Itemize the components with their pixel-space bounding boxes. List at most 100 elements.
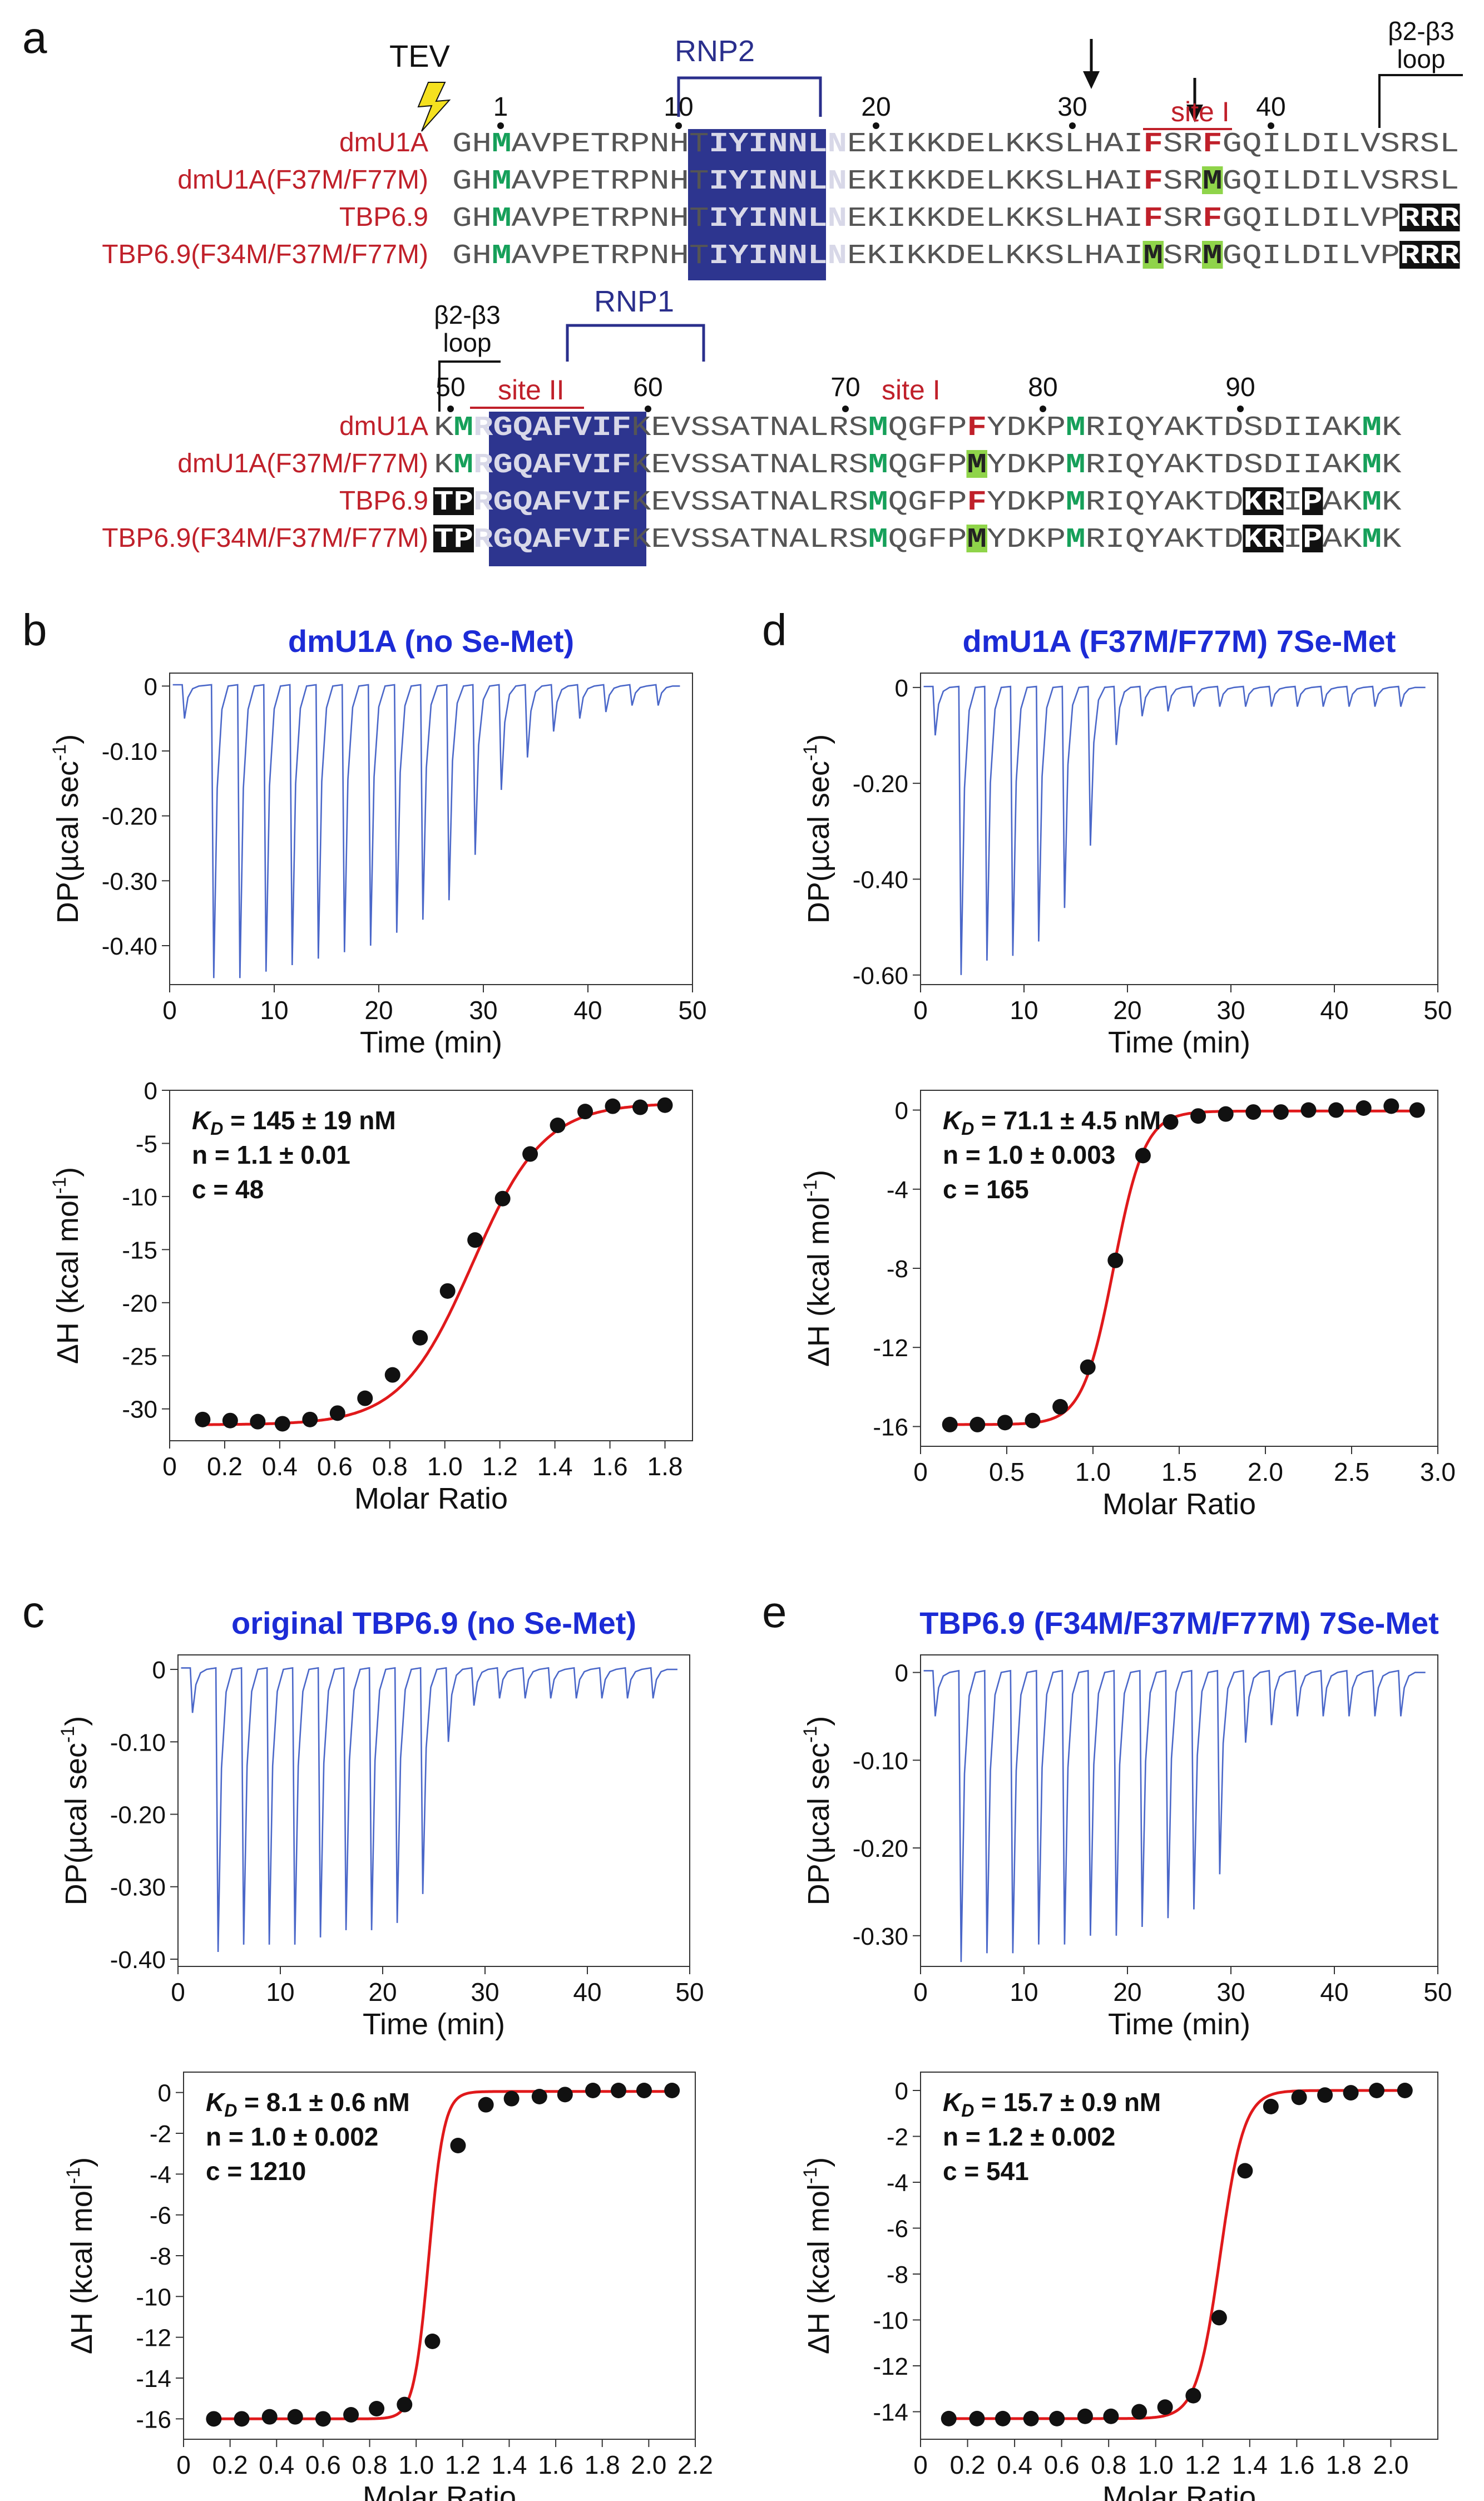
- data-point: [636, 2083, 652, 2098]
- x-tick-label: 20: [1113, 996, 1141, 1025]
- fit-annotation: c = 1210: [206, 2157, 306, 2186]
- fit-annotation: n = 1.1 ± 0.01: [192, 1140, 350, 1169]
- down-arrow-icon: [1083, 39, 1100, 89]
- thermogram-frame: [169, 673, 693, 985]
- x-tick-label: 1.2: [482, 1452, 518, 1481]
- y-tick-label: 0: [158, 2080, 171, 2107]
- loop-label-line2: loop: [1397, 45, 1446, 73]
- y-tick-label: -12: [873, 2353, 908, 2380]
- y-tick-label: -0.30: [853, 1923, 908, 1950]
- x-tick-label: 40: [573, 996, 602, 1025]
- data-point: [969, 1416, 986, 1432]
- data-point: [995, 2410, 1011, 2426]
- sequence-name: TBP6.9: [339, 202, 428, 232]
- y-tick-label: 0: [144, 673, 157, 700]
- residue-highlight: [1202, 166, 1223, 194]
- y-tick-label: -5: [136, 1130, 157, 1158]
- x-axis-label: Molar Ratio: [1102, 1487, 1256, 1521]
- site-i-label: site I: [882, 374, 941, 406]
- y-axis-label: ΔH (kcal mol-1): [49, 1167, 85, 1364]
- data-point: [450, 2138, 466, 2153]
- data-point: [302, 1411, 318, 1427]
- x-tick-label: 10: [260, 996, 288, 1025]
- sequence-name: dmU1A: [339, 128, 428, 157]
- panel-b-itc: b dmU1A (no Se-Met) 0 10 20 30 40 50 0 -0.10 -0.2…: [22, 605, 707, 1515]
- y-tick-label: -0.10: [853, 1747, 908, 1775]
- position-label: 90: [1225, 373, 1255, 402]
- x-tick-label: 2.0: [1373, 2450, 1408, 2479]
- panel-a-sequence-alignment: a TEV RNP2 site I β2-β3 loop 1 10 20 30 …: [22, 13, 1463, 566]
- residue-highlight: [433, 487, 454, 515]
- position-label: 30: [1057, 92, 1087, 122]
- x-tick-label: 10: [1010, 1978, 1038, 2006]
- x-tick-label: 0: [913, 2450, 928, 2479]
- y-tick-label: -0.40: [853, 866, 908, 893]
- residue-highlight: [1243, 525, 1264, 552]
- residue-highlight: [966, 525, 987, 552]
- data-point: [557, 2087, 573, 2103]
- x-tick-label: 20: [364, 996, 393, 1025]
- data-point: [424, 2334, 441, 2349]
- x-tick-label: 30: [469, 996, 497, 1025]
- panel-e-itc: e TBP6.9 (F34M/F37M/F77M) 7Se-Met 0 10 20 30…: [762, 1587, 1452, 2501]
- thermogram-frame: [177, 1654, 690, 1967]
- y-tick-label: 0: [895, 675, 908, 702]
- x-axis-label: Molar Ratio: [1102, 2480, 1256, 2501]
- residue-highlight: [1302, 487, 1323, 515]
- residue-highlight: [453, 487, 474, 515]
- position-ticks-bottom: 50 60 70 80 90: [436, 373, 1255, 412]
- data-point: [1356, 1100, 1372, 1116]
- y-tick-label: -0.20: [110, 1802, 166, 1829]
- data-point: [1163, 1114, 1179, 1130]
- y-tick-label: -2: [887, 2124, 908, 2151]
- x-tick-label: 1.6: [1279, 2450, 1314, 2479]
- fit-annotation: KD = 71.1 ± 4.5 nM: [943, 1106, 1161, 1139]
- position-label: 10: [664, 92, 693, 122]
- loop-bracket: [1378, 74, 1463, 128]
- rnp1-bracket: [566, 324, 705, 362]
- x-tick-label: 1.5: [1161, 1457, 1197, 1486]
- residue-highlight: [433, 525, 454, 552]
- y-tick-label: -12: [873, 1334, 908, 1362]
- data-point: [1077, 2408, 1093, 2424]
- x-tick-label: 50: [1423, 1978, 1452, 2006]
- data-point: [412, 1329, 428, 1346]
- x-tick-label: 20: [368, 1978, 397, 2006]
- fit-annotation: KD = 145 ± 19 nM: [192, 1106, 396, 1139]
- x-tick-label: 0: [162, 996, 177, 1025]
- data-point: [369, 2401, 385, 2416]
- data-point: [1317, 2087, 1333, 2103]
- fit-annotation: KD = 8.1 ± 0.6 nM: [206, 2088, 410, 2121]
- data-point: [222, 1412, 238, 1429]
- x-tick-label: 1.6: [592, 1452, 628, 1481]
- x-tick-label: 0.2: [207, 1452, 243, 1481]
- x-tick-label: 2.0: [1248, 1457, 1283, 1486]
- svg-text:d: d: [762, 605, 787, 655]
- fit-annotation: KD = 15.7 ± 0.9 nM: [943, 2088, 1161, 2121]
- loop-label-line1: β2-β3: [434, 300, 500, 329]
- data-point: [531, 2089, 547, 2104]
- x-tick-label: 1.8: [585, 2450, 620, 2479]
- data-point: [384, 1367, 400, 1383]
- data-point: [1190, 1108, 1206, 1124]
- x-tick-label: 0: [913, 1978, 928, 2006]
- data-point: [611, 2083, 626, 2098]
- y-axis-label: ΔH (kcal mol-1): [800, 1170, 835, 1367]
- x-tick-label: 2.0: [631, 2450, 666, 2479]
- data-point: [1185, 2388, 1201, 2404]
- residue-highlight: [1419, 204, 1440, 231]
- y-tick-label: -30: [122, 1396, 157, 1424]
- data-point: [969, 2410, 985, 2426]
- x-tick-label: 0.8: [352, 2450, 388, 2479]
- y-tick-label: -14: [873, 2399, 908, 2426]
- y-tick-label: -0.30: [102, 868, 157, 895]
- data-point: [343, 2407, 359, 2423]
- y-tick-label: -0.10: [110, 1729, 166, 1756]
- x-tick-label: 40: [1320, 996, 1348, 1025]
- y-tick-label: -16: [873, 1413, 908, 1441]
- sequence-name: TBP6.9(F34M/F37M/F77M): [102, 523, 428, 553]
